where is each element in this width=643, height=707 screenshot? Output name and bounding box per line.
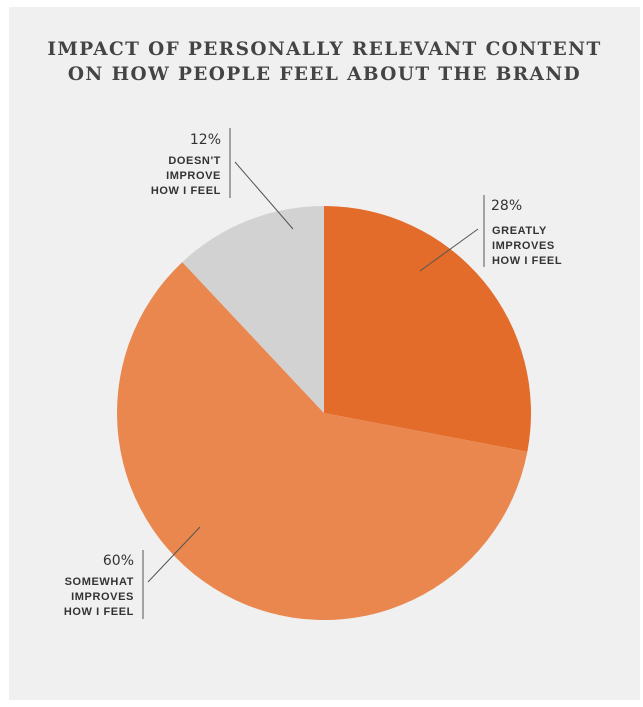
slice-label-greatly-improves-2: IMPROVES <box>492 240 555 252</box>
slice-pct-greatly-improves: 28% <box>491 198 522 214</box>
slice-label-doesnt-improve-1: DOESN'T <box>168 155 221 167</box>
pie-slice-greatly-improves <box>324 206 531 452</box>
slice-label-greatly-improves-1: GREATLY <box>492 225 547 237</box>
chart-title: IMPACT OF PERSONALLY RELEVANT CONTENT ON… <box>9 37 640 87</box>
slice-label-somewhat-improves-1: SOMEWHAT <box>65 576 134 588</box>
leader-line-somewhat-improves <box>147 526 201 583</box>
slice-label-doesnt-improve-2: IMPROVE <box>166 170 221 182</box>
slice-pct-doesnt-improve: 12% <box>190 132 221 148</box>
pie-callouts: 28% GREATLY IMPROVES HOW I FEEL 12% DOES… <box>64 128 562 619</box>
slice-label-somewhat-improves-2: IMPROVES <box>71 591 134 603</box>
chart-title-line-2: ON HOW PEOPLE FEEL ABOUT THE BRAND <box>67 64 582 85</box>
pie-slices <box>116 206 531 620</box>
slice-label-greatly-improves-3: HOW I FEEL <box>492 255 562 267</box>
leader-line-greatly-improves <box>419 228 479 272</box>
slice-label-somewhat-improves-3: HOW I FEEL <box>64 606 134 618</box>
pie-slice-somewhat-improves <box>116 262 528 620</box>
leader-line-doesnt-improve <box>234 161 294 230</box>
slice-label-doesnt-improve-3: HOW I FEEL <box>151 185 221 197</box>
chart-title-line-1: IMPACT OF PERSONALLY RELEVANT CONTENT <box>47 39 602 60</box>
slice-pct-somewhat-improves: 60% <box>103 553 134 569</box>
pie-slice-doesnt-improve <box>182 206 324 413</box>
